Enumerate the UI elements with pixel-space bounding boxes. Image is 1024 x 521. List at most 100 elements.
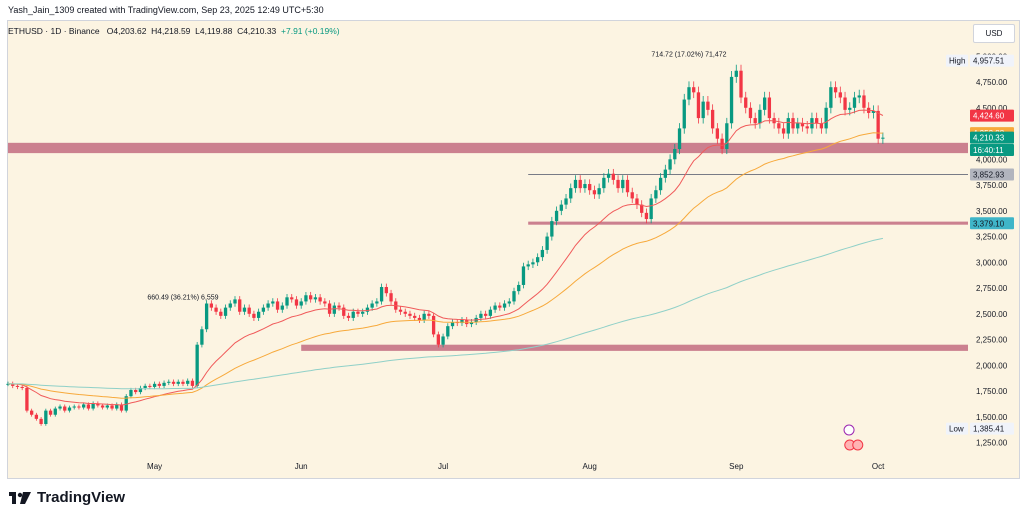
candle-body <box>616 179 620 189</box>
y-tick-label: 3,500.00 <box>976 207 1008 216</box>
candle-body <box>725 123 729 149</box>
price-label-text: 3,852.93 <box>973 170 1005 179</box>
candle-body <box>796 123 800 129</box>
candle-body <box>143 385 147 388</box>
open-value: O4,203.62 <box>106 26 147 36</box>
candle-body <box>611 173 615 180</box>
candle-body <box>342 307 346 316</box>
support-resistance-zone <box>528 221 968 225</box>
candle-body <box>370 303 374 308</box>
candle-body <box>531 262 535 265</box>
candle-body <box>176 381 180 384</box>
candle-body <box>256 311 261 318</box>
candle-body <box>857 95 861 98</box>
moving-average-line <box>7 237 884 390</box>
brand-name: TradingView <box>37 489 126 506</box>
candle-body <box>479 313 483 318</box>
moving-average-line <box>7 109 884 406</box>
candle-body <box>673 149 677 160</box>
candle-body <box>758 109 762 124</box>
candle-body <box>417 317 422 320</box>
candle-body <box>583 184 587 189</box>
candle-body <box>365 307 370 312</box>
price-label-box <box>970 144 1014 157</box>
candle-body <box>843 97 847 110</box>
candle-body <box>602 177 606 189</box>
candle-body <box>644 212 649 220</box>
x-tick-label: Sep <box>729 462 744 471</box>
candle-body <box>299 301 303 306</box>
y-tick-label: 1,500.00 <box>976 413 1008 422</box>
candle-body <box>739 70 743 98</box>
candle-body <box>209 303 214 308</box>
price-label-box <box>970 109 1014 122</box>
candle-body <box>663 169 667 178</box>
price-label-tag <box>946 422 968 435</box>
candle-body <box>398 309 403 312</box>
candle-body <box>588 184 592 191</box>
candle-body <box>710 109 715 129</box>
candle-body <box>309 295 313 300</box>
y-tick-label: 4,000.00 <box>976 155 1008 164</box>
candle-body <box>323 301 327 304</box>
currency-button[interactable]: USD <box>973 24 1015 43</box>
candle-body <box>384 287 388 294</box>
candle-body <box>356 311 360 314</box>
high-value: H4,218.59 <box>151 26 191 36</box>
candle-body <box>275 301 280 310</box>
candle-body <box>361 311 365 314</box>
candle-body <box>815 118 819 124</box>
candle-body <box>39 418 43 425</box>
candle-body <box>517 284 521 292</box>
candle-body <box>687 87 691 100</box>
support-resistance-zone <box>301 344 968 351</box>
candle-body <box>271 301 275 304</box>
candle-body <box>701 101 705 119</box>
candle-body <box>431 315 436 335</box>
candle-body <box>748 107 753 119</box>
candle-body <box>91 403 95 409</box>
candle-body <box>630 192 634 199</box>
candle-body <box>597 188 601 195</box>
candle-body <box>573 179 578 189</box>
candle-body <box>58 406 62 409</box>
candle-body <box>521 266 526 285</box>
symbol-name[interactable]: ETHUSD · 1D · Binance <box>8 26 100 36</box>
candle-body <box>67 407 72 411</box>
candle-body <box>162 382 166 386</box>
candle-body <box>692 87 696 93</box>
candle-body <box>767 97 772 119</box>
candle-body <box>469 322 474 325</box>
price-label-box <box>970 168 1014 181</box>
candle-body <box>493 305 497 310</box>
candle-body <box>729 76 734 124</box>
candle-body <box>871 110 876 113</box>
candle-body <box>110 405 114 409</box>
candle-body <box>204 303 209 330</box>
candle-body <box>148 385 152 387</box>
candle-body <box>819 123 824 129</box>
x-tick-label: Jul <box>438 462 448 471</box>
candle-body <box>346 315 351 318</box>
candle-body <box>408 313 412 316</box>
moving-average-line <box>7 132 883 399</box>
candle-body <box>223 307 228 316</box>
candle-body <box>20 386 24 388</box>
price-label-box <box>970 422 1014 435</box>
tradingview-logo-icon <box>9 491 31 504</box>
candle-body <box>881 137 885 139</box>
candle-body <box>554 210 559 222</box>
candle-body <box>34 414 39 419</box>
y-tick-label: 2,250.00 <box>976 336 1008 345</box>
y-tick-label: 3,000.00 <box>976 258 1008 267</box>
candle-body <box>379 287 384 302</box>
chart-frame[interactable] <box>7 20 1020 479</box>
candle-body <box>332 305 336 314</box>
candle-body <box>124 396 128 411</box>
candle-body <box>413 315 417 318</box>
measure-annotation: 714.72 (17.02%) 71,472 <box>651 51 726 58</box>
y-tick-label: 2,000.00 <box>976 361 1008 370</box>
candle-body <box>233 299 237 304</box>
candle-body <box>744 97 748 108</box>
candle-body <box>829 87 833 108</box>
